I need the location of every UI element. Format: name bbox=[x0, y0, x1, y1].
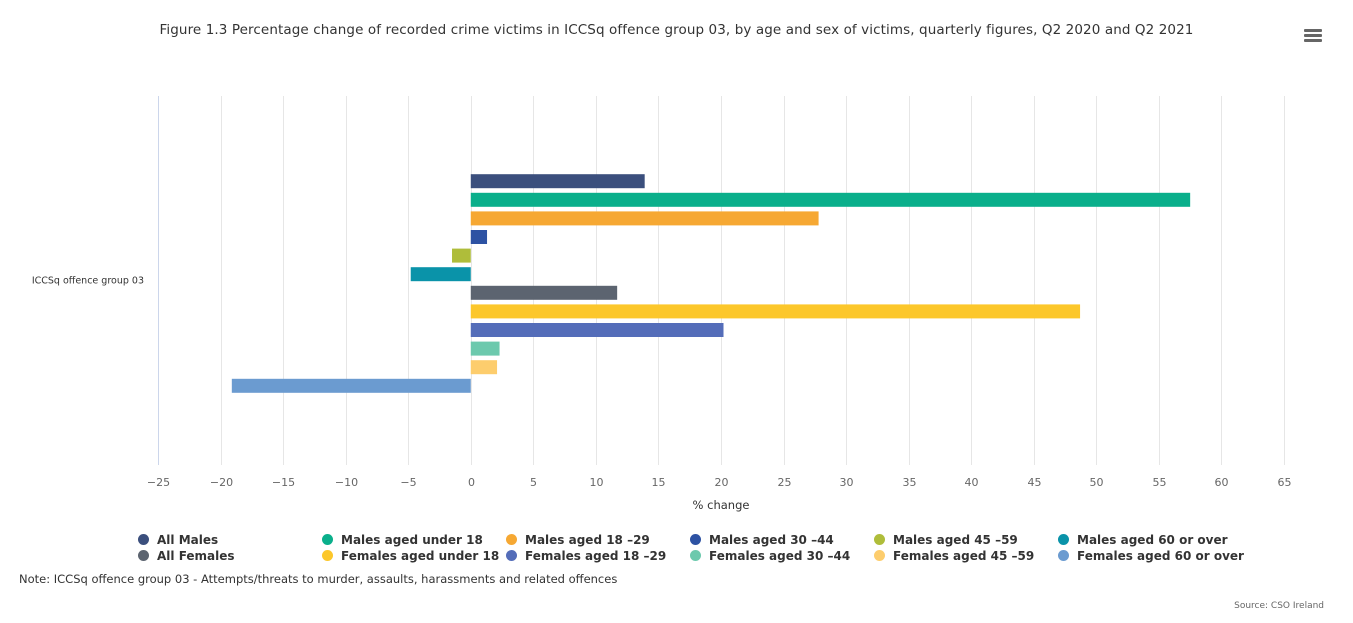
x-tick-label: 20 bbox=[715, 476, 729, 489]
bar-all-females[interactable] bbox=[470, 285, 618, 300]
x-tick-label: 35 bbox=[903, 476, 917, 489]
x-tick-label: 25 bbox=[778, 476, 792, 489]
legend-item[interactable]: Males aged 45 –59 bbox=[872, 532, 1056, 547]
x-tick-label: −5 bbox=[400, 476, 416, 489]
legend-marker-icon bbox=[874, 550, 885, 561]
x-tick-label: 45 bbox=[1028, 476, 1042, 489]
bar-females-aged-30-44[interactable] bbox=[470, 341, 500, 356]
chart-source[interactable]: Source: CSO Ireland bbox=[1234, 601, 1324, 611]
y-axis-categories: ICCSq offence group 03 bbox=[32, 276, 144, 287]
legend-marker-icon bbox=[138, 550, 149, 561]
bar-females-aged-45-59[interactable] bbox=[470, 360, 498, 375]
bar-males-aged-60-or-over[interactable] bbox=[410, 267, 471, 282]
x-axis-ticks: −25 −20 −15 −10 −5 0 5 10 15 20 25 30 35 40 45 50 55 60 65 bbox=[147, 476, 1292, 489]
legend-label: Males aged 60 or over bbox=[1077, 532, 1228, 547]
chart-title: Figure 1.3 Percentage change of recorded… bbox=[159, 22, 1194, 38]
legend-marker-icon bbox=[1058, 550, 1069, 561]
x-tick-label: −15 bbox=[272, 476, 295, 489]
legend-marker-icon bbox=[1058, 534, 1069, 545]
legend-marker-icon bbox=[690, 550, 701, 561]
legend-marker-icon bbox=[506, 550, 517, 561]
bar-males-aged-30-44[interactable] bbox=[470, 230, 488, 244]
bar-males-aged-under-18[interactable] bbox=[470, 192, 1191, 207]
legend-label: Males aged 18 –29 bbox=[525, 532, 650, 547]
legend-label: Males aged under 18 bbox=[341, 532, 483, 547]
bar-males-aged-45-59[interactable] bbox=[452, 248, 471, 263]
legend-marker-icon bbox=[506, 534, 517, 545]
legend-label: Females aged under 18 bbox=[341, 548, 500, 563]
legend-item[interactable]: Females aged 18 –29 bbox=[504, 548, 688, 563]
x-tick-label: 60 bbox=[1215, 476, 1229, 489]
menu-line bbox=[1304, 29, 1322, 32]
legend-label: All Females bbox=[157, 548, 235, 563]
legend-marker-icon bbox=[138, 534, 149, 545]
menu-line bbox=[1304, 34, 1322, 37]
legend-item[interactable]: All Males bbox=[136, 532, 320, 547]
legend-item[interactable]: Males aged 18 –29 bbox=[504, 532, 688, 547]
legend-label: Females aged 60 or over bbox=[1077, 548, 1244, 563]
legend-item[interactable]: Females aged 45 –59 bbox=[872, 548, 1056, 563]
legend-item[interactable]: Females aged 30 –44 bbox=[688, 548, 872, 563]
legend-marker-icon bbox=[690, 534, 701, 545]
legend-label: All Males bbox=[157, 532, 219, 547]
bar-all-males[interactable] bbox=[470, 174, 645, 189]
legend-label: Females aged 45 –59 bbox=[893, 548, 1035, 563]
x-tick-label: 10 bbox=[590, 476, 604, 489]
x-tick-label: 15 bbox=[652, 476, 666, 489]
x-axis-label: % change bbox=[693, 498, 750, 512]
bar-males-aged-18-29[interactable] bbox=[470, 211, 819, 226]
legend-marker-icon bbox=[322, 534, 333, 545]
legend-label: Males aged 45 –59 bbox=[893, 532, 1018, 547]
legend-marker-icon bbox=[874, 534, 885, 545]
legend-item[interactable]: Males aged under 18 bbox=[320, 532, 504, 547]
gridlines bbox=[158, 96, 1285, 465]
legend-item[interactable]: Females aged under 18 bbox=[320, 548, 504, 563]
x-tick-label: −25 bbox=[147, 476, 170, 489]
x-tick-label: −10 bbox=[335, 476, 358, 489]
x-tick-label: 55 bbox=[1153, 476, 1167, 489]
legend-marker-icon bbox=[322, 550, 333, 561]
legend-item[interactable]: Females aged 60 or over bbox=[1056, 548, 1256, 563]
hamburger-menu-icon[interactable] bbox=[1304, 29, 1322, 43]
legend-label: Females aged 18 –29 bbox=[525, 548, 667, 563]
bar-females-aged-60-or-over[interactable] bbox=[231, 378, 471, 393]
chart-note: Note: ICCSq offence group 03 - Attempts/… bbox=[19, 572, 618, 586]
x-tick-label: 0 bbox=[468, 476, 475, 489]
bar-females-aged-18-29[interactable] bbox=[470, 323, 724, 337]
x-tick-label: 30 bbox=[840, 476, 854, 489]
bar-chart: −25 −20 −15 −10 −5 0 5 10 15 20 25 30 35 40 45 50 55 60 65… bbox=[32, 96, 1292, 512]
legend-label: Males aged 30 –44 bbox=[709, 532, 834, 547]
bar-females-aged-under-18[interactable] bbox=[470, 304, 1081, 319]
legend-label: Females aged 30 –44 bbox=[709, 548, 851, 563]
chart-legend: All Males Males aged under 18 Males aged 1… bbox=[136, 532, 1296, 563]
x-tick-label: 5 bbox=[530, 476, 537, 489]
menu-line bbox=[1304, 39, 1322, 42]
bar-series bbox=[231, 174, 1191, 393]
y-category-label: ICCSq offence group 03 bbox=[32, 276, 144, 287]
x-tick-label: 40 bbox=[965, 476, 979, 489]
legend-item[interactable]: All Females bbox=[136, 548, 320, 563]
legend-item[interactable]: Males aged 60 or over bbox=[1056, 532, 1256, 547]
legend-item[interactable]: Males aged 30 –44 bbox=[688, 532, 872, 547]
x-tick-label: −20 bbox=[210, 476, 233, 489]
x-tick-label: 65 bbox=[1278, 476, 1292, 489]
x-tick-label: 50 bbox=[1090, 476, 1104, 489]
